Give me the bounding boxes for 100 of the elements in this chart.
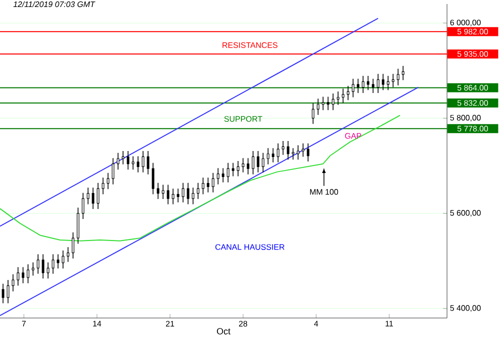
candlestick bbox=[166, 184, 170, 205]
candlestick bbox=[276, 142, 280, 163]
candlestick bbox=[96, 182, 100, 210]
candlestick bbox=[216, 168, 220, 185]
candlestick bbox=[12, 274, 14, 292]
candlestick bbox=[326, 96, 330, 110]
candlestick bbox=[296, 144, 300, 160]
candlestick bbox=[116, 152, 120, 170]
candlestick bbox=[42, 254, 44, 279]
candlestick bbox=[402, 65, 404, 81]
annotation: GAP bbox=[345, 133, 362, 139]
candlestick bbox=[52, 254, 54, 274]
candlestick bbox=[372, 78, 374, 94]
candlestick bbox=[72, 232, 74, 259]
candlestick bbox=[62, 250, 64, 269]
candlestick bbox=[226, 162, 230, 183]
candlestick bbox=[382, 74, 384, 91]
candlestick bbox=[66, 246, 70, 262]
candlestick bbox=[142, 150, 144, 173]
candlestick bbox=[246, 158, 250, 175]
candlestick bbox=[332, 93, 334, 110]
candlestick bbox=[86, 187, 90, 205]
candlestick bbox=[46, 262, 50, 279]
candlestick bbox=[102, 177, 104, 195]
candlestick bbox=[146, 150, 150, 175]
candlestick bbox=[92, 187, 94, 210]
x-tick-label: 28 bbox=[239, 320, 248, 327]
x-tick-label: 4 bbox=[314, 320, 318, 326]
candlestick bbox=[302, 142, 304, 158]
candlestick bbox=[262, 152, 264, 173]
candlestick bbox=[82, 192, 84, 220]
candlestick bbox=[22, 266, 24, 284]
candlestick bbox=[132, 156, 134, 170]
candlestick bbox=[316, 98, 320, 116]
candlestick bbox=[232, 162, 234, 177]
x-axis-title: Oct bbox=[216, 328, 230, 334]
x-tick-label: 21 bbox=[166, 320, 174, 326]
candlestick bbox=[342, 88, 344, 104]
candlestick bbox=[336, 91, 340, 106]
annotation: 12/11/2019 07:03 GMT bbox=[13, 1, 96, 8]
candlestick bbox=[112, 158, 114, 185]
candlestick bbox=[16, 266, 20, 286]
candlestick bbox=[386, 75, 390, 91]
candlestick bbox=[192, 187, 194, 205]
candlestick bbox=[32, 262, 34, 276]
x-tick-label: 11 bbox=[386, 320, 393, 326]
candlestick bbox=[2, 283, 4, 304]
ref-line-label: 5 982.00 bbox=[457, 28, 488, 34]
candlestick bbox=[56, 254, 60, 269]
candlestick bbox=[272, 148, 274, 163]
line-series bbox=[0, 114, 401, 242]
x-tick-label: 14 bbox=[93, 320, 102, 326]
candlestick bbox=[252, 150, 254, 175]
candlestick bbox=[356, 78, 360, 94]
annotation: SUPPORT bbox=[224, 116, 262, 122]
candlestick bbox=[222, 168, 224, 183]
candlestick bbox=[186, 182, 190, 205]
ref-line-label: 5 935.00 bbox=[457, 51, 488, 57]
candlestick bbox=[396, 68, 400, 86]
annotation: RESISTANCES bbox=[222, 42, 278, 48]
candlestick bbox=[106, 172, 110, 190]
candlestick bbox=[172, 188, 174, 205]
candlestick bbox=[306, 142, 310, 162]
candlestick bbox=[156, 182, 160, 200]
candlestick bbox=[176, 188, 180, 203]
candlestick bbox=[26, 264, 30, 284]
candlestick bbox=[366, 75, 370, 91]
candlestick bbox=[206, 177, 210, 193]
candlestick bbox=[36, 254, 40, 274]
candlestick bbox=[392, 74, 394, 88]
candlestick bbox=[266, 148, 270, 165]
candlestick bbox=[196, 182, 200, 200]
candlestick bbox=[346, 85, 350, 100]
candlestick bbox=[6, 280, 10, 304]
annotation: CANAL HAUSSIER bbox=[215, 244, 284, 250]
candlestick bbox=[376, 74, 380, 94]
candlestick bbox=[182, 182, 184, 203]
candlestick bbox=[136, 156, 140, 173]
y-tick-label: 5 600,00 bbox=[450, 210, 481, 217]
ref-line-label: 5 832.00 bbox=[457, 100, 488, 106]
y-tick-label: 6 000,00 bbox=[450, 20, 481, 26]
candlestick bbox=[162, 184, 164, 200]
candlestick bbox=[312, 103, 314, 124]
candlestick bbox=[362, 75, 364, 94]
ref-line-label: 5 864.00 bbox=[457, 84, 488, 91]
candlestick bbox=[322, 96, 324, 110]
candlestick bbox=[126, 150, 130, 170]
candlestick bbox=[122, 150, 124, 165]
candlestick bbox=[236, 160, 240, 177]
candlestick bbox=[292, 148, 294, 160]
candlestick bbox=[256, 150, 260, 173]
candlestick bbox=[352, 78, 354, 98]
y-tick-label: 5 800,00 bbox=[450, 114, 481, 122]
candlestick bbox=[212, 172, 214, 193]
y-tick-label: 5 400,00 bbox=[450, 305, 481, 312]
candlestick bbox=[282, 140, 284, 156]
candlestick bbox=[242, 158, 244, 173]
candlestick bbox=[286, 140, 290, 160]
candlestick bbox=[202, 177, 204, 195]
candlestick bbox=[152, 162, 154, 195]
